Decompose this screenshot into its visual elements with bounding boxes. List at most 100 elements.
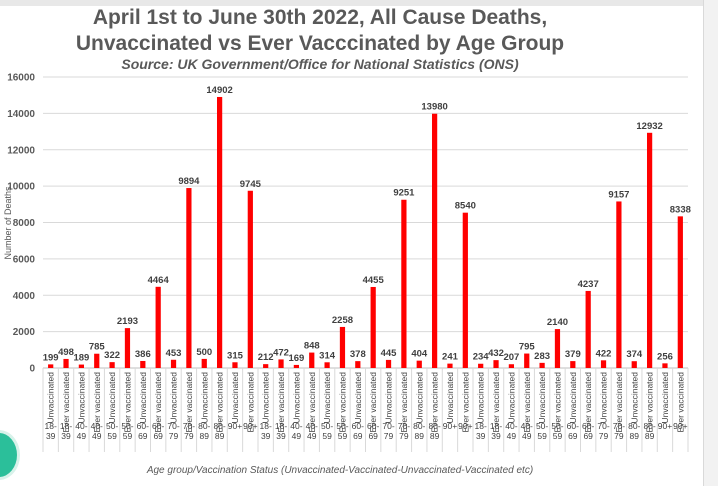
x-tick-age-label: 18-39	[490, 421, 502, 441]
x-tick-age-label: 60-69	[152, 421, 164, 441]
x-tick-status-label: Ever vaccinated	[522, 372, 532, 433]
y-tick-label: 12000	[7, 145, 35, 156]
bar	[124, 328, 131, 368]
x-tick-age-label: 60-69	[582, 421, 594, 441]
data-label: 500	[196, 347, 212, 358]
bar	[401, 199, 407, 368]
bar	[309, 352, 315, 368]
x-tick-age-label: 70-79	[597, 421, 609, 441]
chart-subtitle: Source: UK Government/Office for Nationa…	[121, 56, 519, 72]
x-tick-age-label: 60-69	[137, 421, 149, 441]
bar	[385, 359, 392, 368]
x-tick-status-label: Ever vaccinated	[215, 372, 225, 433]
x-tick-age-label: 90+	[228, 421, 242, 431]
x-tick-status-label: Ever vaccinated	[491, 372, 501, 433]
x-tick-age-label: 70-79	[167, 421, 179, 441]
x-tick-age-label: 80-89	[413, 421, 425, 441]
bar	[339, 326, 346, 368]
bar	[140, 360, 146, 368]
x-tick-age-label: 90+	[458, 421, 472, 431]
x-tick-status-label: Ever vaccinated	[122, 372, 132, 433]
data-label: 4464	[148, 275, 170, 286]
bar	[524, 353, 530, 368]
data-label: 472	[273, 347, 289, 358]
data-label: 374	[626, 349, 643, 360]
x-tick-status-label: Unvaccinated	[199, 372, 209, 424]
data-label: 322	[104, 350, 120, 361]
bar	[186, 188, 192, 368]
y-tick-label: 8000	[13, 218, 36, 229]
x-tick-age-label: 70-79	[398, 421, 410, 441]
data-label: 445	[381, 348, 398, 359]
x-tick-age-label: 18-39	[275, 421, 287, 441]
x-tick-status-label: Unvaccinated	[537, 372, 547, 424]
bar	[447, 363, 453, 368]
bar	[631, 361, 637, 368]
x-tick-status-label: Unvaccinated	[322, 372, 332, 424]
data-label: 378	[350, 349, 366, 360]
x-tick-age-label: 50-59	[536, 421, 548, 441]
data-label: 8540	[455, 201, 476, 212]
x-tick-age-label: 50-59	[106, 421, 118, 441]
data-label: 498	[58, 347, 74, 358]
data-label: 314	[319, 350, 336, 361]
x-tick-status-label: Unvaccinated	[660, 372, 670, 424]
x-tick-status-label: Unvaccinated	[629, 372, 639, 424]
bar	[508, 364, 515, 368]
x-tick-age-label: 18-39	[45, 421, 57, 441]
window-top-edge	[0, 0, 718, 6]
x-tick-status-label: Unvaccinated	[46, 372, 56, 424]
x-tick-age-label: 18-39	[60, 421, 72, 441]
data-label: 2258	[332, 315, 353, 326]
y-tick-label: 2000	[13, 327, 36, 338]
x-tick-age-label: 80-89	[643, 421, 655, 441]
y-tick-label: 10000	[7, 182, 35, 193]
chart-title-line-2: Unvaccinated vs Ever Vacccinated by Age …	[75, 32, 565, 55]
bar	[677, 216, 683, 368]
x-tick-status-label: Ever vaccinated	[645, 372, 655, 433]
data-label: 315	[227, 350, 244, 361]
x-tick-status-label: Ever vaccinated	[92, 372, 102, 433]
y-tick-label: 0	[29, 364, 35, 375]
data-label: 169	[288, 353, 304, 364]
y-tick-label: 14000	[7, 109, 35, 120]
data-label: 785	[89, 342, 106, 353]
data-label: 2193	[117, 316, 138, 327]
bar	[263, 364, 269, 368]
bar	[355, 361, 361, 368]
x-tick-age-label: 50-59	[321, 421, 333, 441]
x-tick-status-label: Unvaccinated	[445, 372, 455, 424]
x-tick-status-label: Ever vaccinated	[184, 372, 194, 433]
x-tick-age-label: 50-59	[121, 421, 133, 441]
data-label: 4237	[578, 279, 599, 290]
bar-chart: 0 2000 4000 6000 8000 10000 12000 14000 16000 199…	[7, 73, 691, 452]
x-tick-status-label: Unvaccinated	[138, 372, 148, 424]
x-tick-age-label: 70-79	[613, 421, 625, 441]
x-tick-age-label: 50-59	[551, 421, 563, 441]
x-axis-label: Age group/Vaccination Status (Unvaccinat…	[146, 465, 534, 476]
x-tick-status-label: Ever vaccinated	[61, 372, 71, 433]
data-label: 2140	[547, 317, 568, 328]
x-tick-status-label: Ever vaccinated	[153, 372, 163, 433]
x-tick-status-label: Ever vaccinated	[552, 372, 562, 433]
data-label: 14902	[206, 85, 232, 96]
window-scrollbar[interactable]	[703, 0, 718, 486]
bar	[646, 132, 653, 368]
bar	[48, 364, 54, 368]
x-tick-status-label: Ever vaccinated	[307, 372, 317, 433]
x-tick-age-label: 18-39	[260, 421, 272, 441]
data-label: 12932	[636, 121, 662, 132]
data-label: 379	[565, 349, 581, 360]
data-label: 9251	[393, 188, 415, 199]
x-tick-age-label: 90+	[658, 421, 672, 431]
x-tick-age-label: 40-49	[290, 421, 302, 441]
x-tick-age-label: 40-49	[521, 421, 533, 441]
data-label: 422	[596, 348, 612, 359]
data-label: 4455	[363, 275, 385, 286]
data-label: 8338	[670, 204, 691, 215]
bar	[462, 212, 468, 368]
bar	[554, 329, 561, 368]
data-label: 189	[73, 353, 89, 364]
x-tick-status-label: Ever vaccinated	[583, 372, 593, 433]
x-tick-status-label: Unvaccinated	[291, 372, 301, 424]
